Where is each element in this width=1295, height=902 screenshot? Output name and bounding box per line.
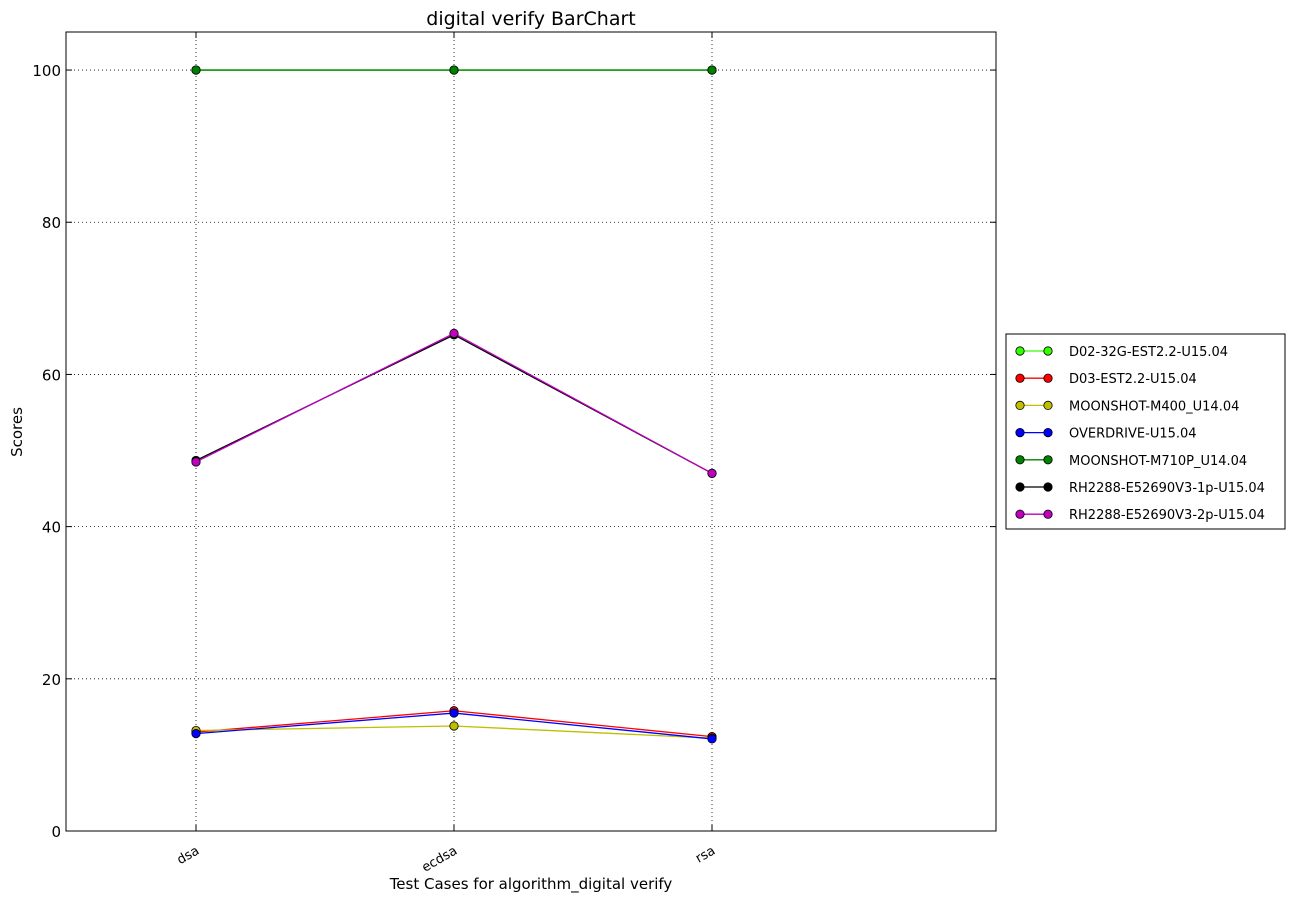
legend-entry: MOONSHOT-M710P_U14.04 <box>1015 454 1247 469</box>
legend-marker <box>1015 455 1025 465</box>
data-point <box>449 721 459 731</box>
ticks-layer <box>66 32 996 832</box>
legend-marker <box>1043 373 1053 383</box>
data-point <box>191 457 201 467</box>
legend-marker <box>1043 427 1053 438</box>
data-point <box>707 65 717 75</box>
legend-entry: RH2288-E52690V3-2p-U15.04 <box>1015 508 1265 523</box>
legend-marker <box>1043 509 1053 519</box>
legend-marker <box>1015 346 1025 356</box>
legend-label: RH2288-E52690V3-2p-U15.04 <box>1069 508 1265 523</box>
legend-entry: OVERDRIVE-U15.04 <box>1015 427 1197 442</box>
data-point <box>191 728 201 739</box>
legend-label: RH2288-E52690V3-1p-U15.04 <box>1069 481 1265 496</box>
legend-label: D02-32G-EST2.2-U15.04 <box>1069 345 1228 360</box>
data-point <box>449 328 459 338</box>
y-axis-label: Scores <box>8 407 26 457</box>
y-tick-label: 60 <box>42 366 61 384</box>
x-tick-label: dsa <box>175 843 202 867</box>
data-point <box>707 734 717 744</box>
legend-label: D03-EST2.2-U15.04 <box>1069 372 1197 387</box>
tick-labels-layer: 0 20 40 60 80 100 dsa ecdsa rsa <box>32 62 718 875</box>
legend-marker <box>1015 373 1025 383</box>
y-tick-label: 0 <box>51 823 61 841</box>
legend-frame <box>1005 333 1286 530</box>
legend-entry: RH2288-E52690V3-1p-U15.04 <box>1015 481 1265 496</box>
series-3 <box>191 708 717 744</box>
series-6 <box>191 328 717 478</box>
x-tick-label: rsa <box>693 843 718 866</box>
data-point <box>191 65 201 75</box>
grid-layer <box>66 32 996 831</box>
x-axis-label: Test Cases for algorithm_digital verify <box>389 875 673 894</box>
data-point <box>449 708 459 718</box>
legend-marker <box>1043 346 1053 356</box>
y-tick-label: 20 <box>42 671 61 689</box>
data-point <box>449 65 459 75</box>
x-tick-label: ecdsa <box>419 843 460 875</box>
y-tick-label: 40 <box>42 519 61 537</box>
series-layer <box>191 65 717 744</box>
chart-title: digital verify BarChart <box>426 8 635 30</box>
legend-label: MOONSHOT-M710P_U14.04 <box>1069 454 1247 469</box>
legend-label: OVERDRIVE-U15.04 <box>1069 427 1197 442</box>
y-tick-label: 100 <box>32 62 61 80</box>
legend-marker <box>1015 482 1025 492</box>
y-tick-label: 80 <box>42 214 61 232</box>
legend-marker <box>1043 455 1053 465</box>
legend-marker <box>1015 400 1025 410</box>
legend-label: MOONSHOT-M400_U14.04 <box>1069 399 1239 414</box>
data-point <box>707 468 717 478</box>
legend-marker <box>1015 427 1025 438</box>
legend: D02-32G-EST2.2-U15.04 D03-EST2.2-U15.04 MO… <box>1005 333 1286 530</box>
legend-entry: MOONSHOT-M400_U14.04 <box>1015 399 1239 414</box>
legend-entry: D02-32G-EST2.2-U15.04 <box>1015 345 1228 360</box>
legend-entry: D03-EST2.2-U15.04 <box>1015 372 1197 387</box>
legend-marker <box>1015 509 1025 519</box>
legend-marker <box>1043 400 1053 410</box>
plot-area-frame <box>65 31 997 832</box>
series-4 <box>191 65 717 75</box>
legend-marker <box>1043 482 1053 492</box>
